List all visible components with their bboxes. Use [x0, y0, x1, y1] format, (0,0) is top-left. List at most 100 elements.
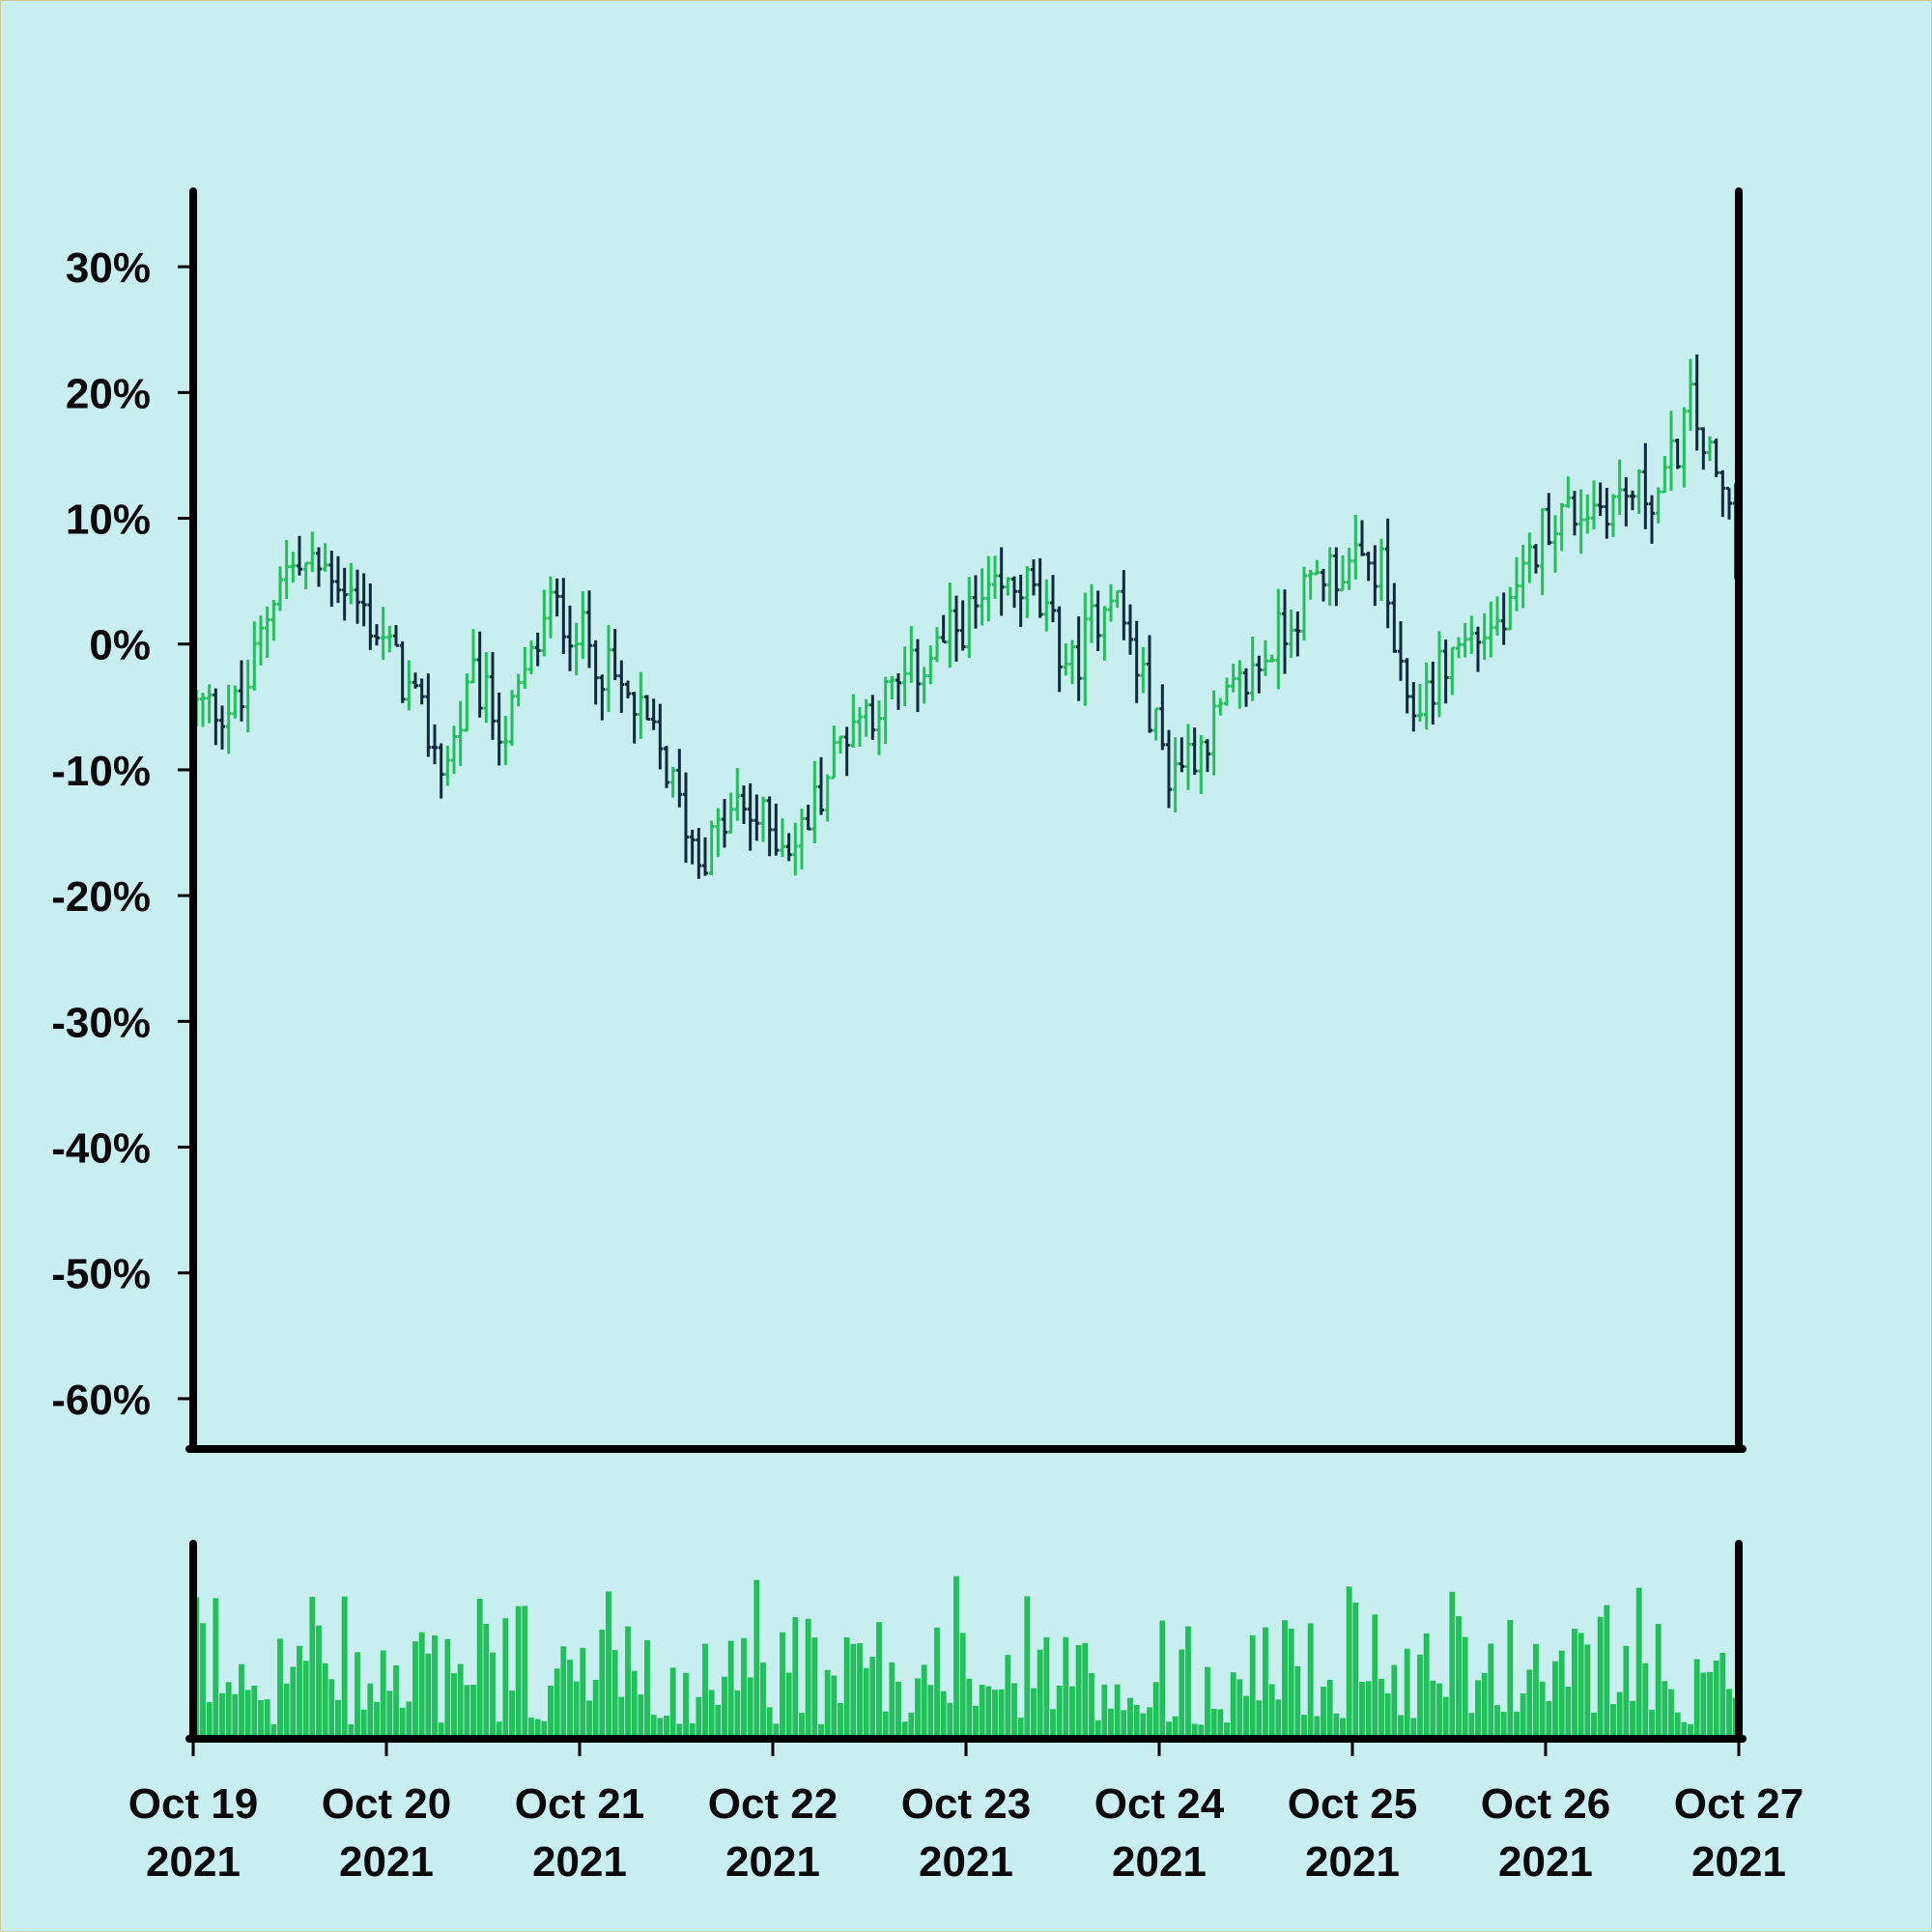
- ohlc-bar: [1159, 684, 1166, 751]
- x-tick-label-year: 2021: [1305, 1838, 1400, 1886]
- price-bars: [193, 354, 1739, 879]
- volume-bar: [1662, 1681, 1668, 1739]
- volume-bar: [1520, 1693, 1526, 1739]
- x-tick-label-date: Oct 24: [1094, 1780, 1225, 1828]
- ohlc-bar: [1282, 589, 1288, 674]
- volume-bar: [1500, 1712, 1507, 1739]
- ohlc-bar: [792, 822, 799, 876]
- volume-bar: [676, 1723, 683, 1739]
- volume-bar: [1301, 1715, 1307, 1739]
- ohlc-bar: [1075, 616, 1082, 701]
- volume-bar: [1050, 1709, 1056, 1739]
- volume-bar: [644, 1640, 650, 1739]
- volume-bar: [1166, 1721, 1172, 1739]
- volume-bar: [1185, 1626, 1191, 1739]
- ohlc-bar: [1005, 577, 1011, 596]
- volume-bar: [985, 1686, 992, 1739]
- ohlc-bar: [611, 629, 618, 681]
- ohlc-bar: [302, 561, 309, 590]
- volume-bar: [367, 1683, 374, 1739]
- ohlc-bar: [1577, 489, 1584, 554]
- ohlc-bar: [1094, 590, 1101, 651]
- volume-bar: [1442, 1696, 1449, 1739]
- ohlc-bar: [869, 695, 876, 740]
- ohlc-bar: [432, 724, 438, 765]
- volume-bar: [722, 1676, 727, 1739]
- ohlc-bar: [528, 640, 534, 674]
- ohlc-bar: [741, 785, 747, 824]
- ohlc-bar: [947, 582, 953, 668]
- ohlc-bar: [1436, 631, 1442, 718]
- x-axis-ticks: Oct 19 2021 Oct 20 2021 Oct 21 2021 Oct 22 2021…: [128, 1741, 1804, 1886]
- ohlc-bar: [1642, 442, 1649, 529]
- ohlc-bar: [1089, 583, 1094, 643]
- volume-bar: [1082, 1642, 1089, 1739]
- ohlc-bar: [1565, 476, 1572, 508]
- ohlc-bar: [1275, 588, 1282, 690]
- ohlc-bar: [1140, 646, 1147, 694]
- volume-bar: [1365, 1681, 1372, 1739]
- volume-bar: [554, 1668, 560, 1739]
- ohlc-bar: [316, 547, 322, 587]
- volume-bar: [1314, 1716, 1321, 1739]
- ohlc-bar: [998, 547, 1005, 616]
- volume-bar: [1017, 1718, 1024, 1739]
- volume-bar: [1108, 1708, 1114, 1739]
- volume-bar: [341, 1596, 348, 1739]
- ohlc-bar: [1268, 654, 1275, 663]
- volume-bar: [1693, 1659, 1700, 1739]
- volume-bar: [1024, 1596, 1031, 1739]
- volume-bar: [1179, 1649, 1185, 1739]
- ohlc-bar: [773, 803, 780, 856]
- ohlc-bar: [1662, 456, 1668, 494]
- volume-bar: [1642, 1662, 1649, 1739]
- volume-bar: [838, 1703, 843, 1739]
- volume-bar: [947, 1702, 953, 1739]
- ohlc-bar: [1340, 555, 1346, 592]
- volume-bar: [953, 1576, 959, 1739]
- volume-bar: [1147, 1707, 1152, 1739]
- ohlc-bar: [766, 796, 773, 857]
- ohlc-bar: [534, 632, 541, 667]
- volume-bar: [638, 1694, 644, 1739]
- ohlc-bar: [277, 566, 283, 611]
- volume-bar: [1572, 1628, 1577, 1739]
- volume-bar: [966, 1678, 973, 1739]
- ohlc-bar: [824, 774, 831, 822]
- ohlc-bar: [1417, 684, 1423, 723]
- ohlc-bar: [1147, 635, 1152, 733]
- ohlc-bar: [985, 555, 992, 622]
- ohlc-bar: [213, 688, 219, 746]
- volume-bar: [1623, 1645, 1630, 1739]
- volume-bar: [1635, 1587, 1642, 1739]
- y-tick-label: 30%: [66, 244, 151, 292]
- ohlc-bar: [586, 590, 592, 668]
- volume-bar: [611, 1650, 618, 1739]
- volume-bar: [360, 1709, 367, 1739]
- volume-bar: [206, 1702, 213, 1739]
- volume-bar: [1075, 1645, 1082, 1739]
- ohlc-bar: [1236, 660, 1243, 709]
- volume-bar: [895, 1681, 901, 1739]
- ohlc-bar: [1462, 622, 1468, 658]
- ohlc-bar: [1321, 568, 1326, 602]
- ohlc-bar: [669, 766, 676, 798]
- volume-bar: [1378, 1678, 1384, 1739]
- ohlc-bar: [901, 646, 908, 706]
- volume-bar: [1063, 1636, 1069, 1739]
- volume-bar: [1481, 1672, 1488, 1739]
- volume-bar: [657, 1718, 664, 1739]
- ohlc-bar: [785, 833, 792, 862]
- ohlc-bar: [322, 543, 328, 572]
- ohlc-bar: [1288, 609, 1294, 659]
- volume-bar: [1210, 1708, 1217, 1739]
- ohlc-bar: [850, 694, 857, 748]
- x-tick-label-date: Oct 20: [322, 1780, 452, 1828]
- volume-bar: [1475, 1680, 1481, 1739]
- ohlc-bar: [1372, 545, 1378, 607]
- volume-bar: [393, 1664, 399, 1739]
- ohlc-bar: [1468, 615, 1475, 654]
- ohlc-bar: [1481, 612, 1488, 660]
- volume-bar: [850, 1643, 857, 1739]
- volume-bar: [432, 1635, 438, 1739]
